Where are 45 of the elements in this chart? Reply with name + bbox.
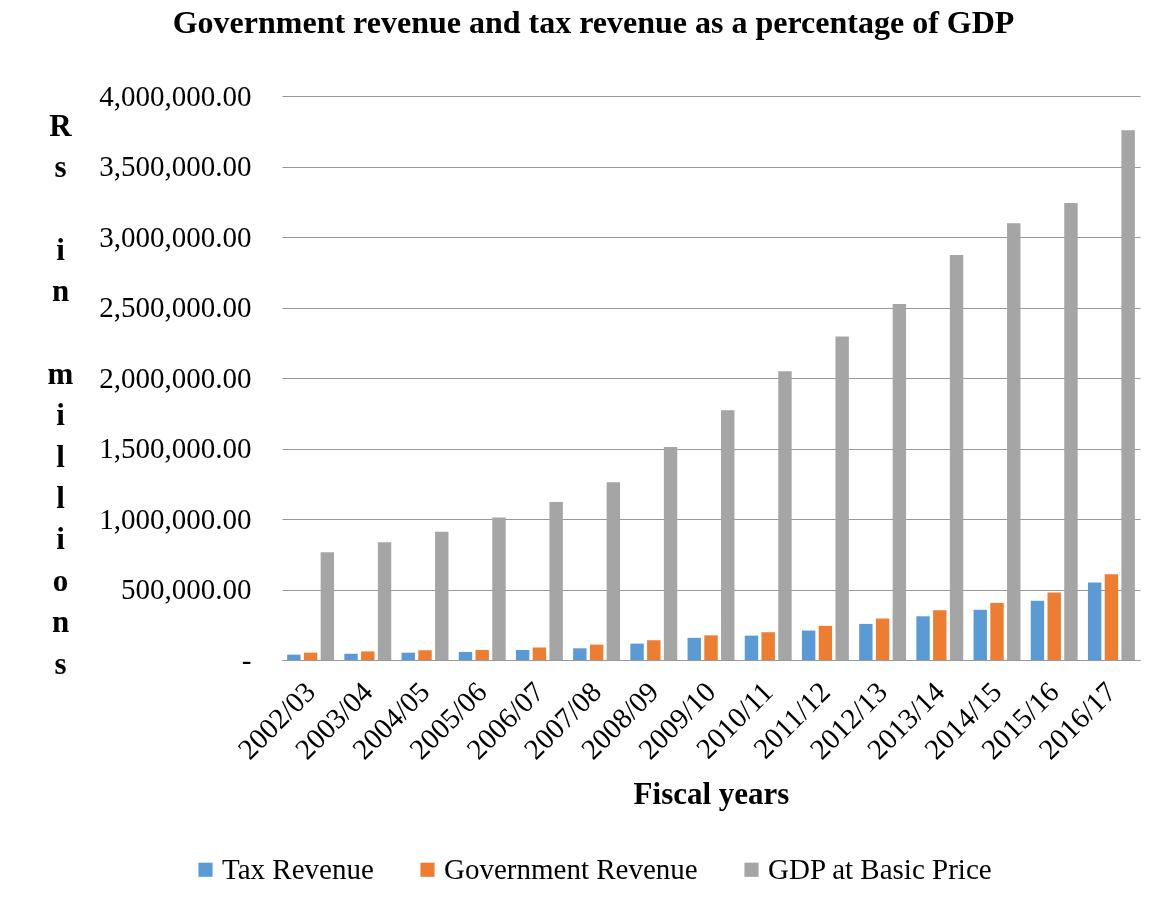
bar <box>515 649 530 660</box>
bar <box>990 602 1004 660</box>
bar <box>1030 600 1045 660</box>
bar <box>1087 582 1102 660</box>
y-tick-label: 2,000,000.00 <box>99 361 252 394</box>
legend-label: Government Revenue <box>444 852 698 885</box>
y-tick-label: 3,500,000.00 <box>99 150 252 182</box>
chart-title: Government revenue and tax revenue as a percentage of GDP <box>172 4 1015 40</box>
bar <box>630 643 644 660</box>
bar <box>418 650 432 660</box>
bar <box>573 648 587 660</box>
bar <box>344 653 358 660</box>
bar <box>303 652 318 660</box>
y-tick-label: 1,000,000.00 <box>99 502 252 535</box>
bar <box>704 635 718 660</box>
legend-label: Tax Revenue <box>222 852 374 885</box>
y-tick-label: 2,500,000.00 <box>99 291 252 323</box>
bar <box>916 616 930 660</box>
bar <box>859 623 873 660</box>
bar <box>401 652 415 660</box>
bar <box>744 635 759 660</box>
bar <box>532 647 547 660</box>
bar <box>287 654 301 660</box>
bar <box>973 609 987 660</box>
bar <box>761 632 775 660</box>
bar <box>361 651 375 660</box>
y-tick-label: 3,000,000.00 <box>99 220 252 253</box>
bar <box>647 640 661 660</box>
y-tick-label: 500,000.00 <box>121 573 252 605</box>
bar <box>687 637 701 660</box>
legend-label: GDP at Basic Price <box>768 852 992 885</box>
bar <box>875 618 890 660</box>
bar <box>933 610 947 660</box>
bar <box>1047 592 1061 660</box>
bar <box>818 625 833 660</box>
bar <box>458 651 473 660</box>
bar <box>1104 574 1119 660</box>
bar <box>475 649 489 660</box>
y-tick-label: 1,500,000.00 <box>99 432 252 464</box>
text: Rs in millions <box>47 107 74 681</box>
bar <box>589 644 604 660</box>
y-tick-label: - <box>241 643 252 676</box>
x-axis-title: Fiscal years <box>633 776 790 812</box>
bar <box>801 630 816 660</box>
y-tick-label: 4,000,000.00 <box>99 79 252 112</box>
